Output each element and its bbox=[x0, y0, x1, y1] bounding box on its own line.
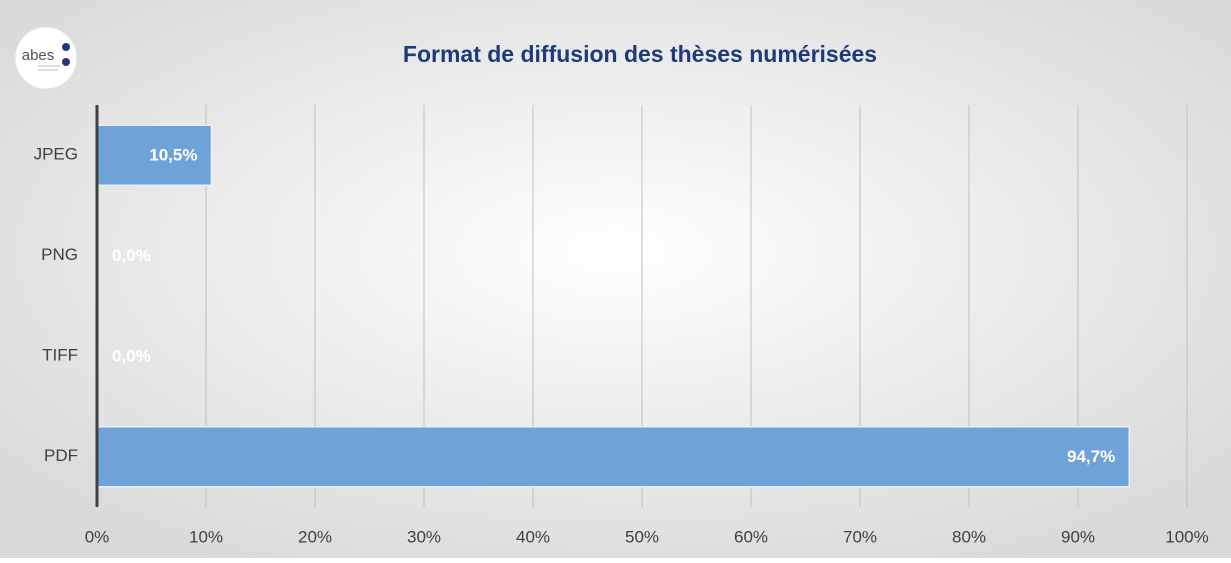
x-tick-label: 20% bbox=[298, 527, 332, 546]
x-tick-label: 10% bbox=[189, 527, 223, 546]
x-tick-label: 80% bbox=[952, 527, 986, 546]
x-tick-label: 90% bbox=[1061, 527, 1095, 546]
logo-text: abes bbox=[22, 47, 55, 64]
bar bbox=[96, 124, 213, 186]
x-tick-label: 70% bbox=[843, 527, 877, 546]
x-tick-label: 30% bbox=[407, 527, 441, 546]
y-tick-label: JPEG bbox=[34, 145, 78, 164]
x-tick-label: 100% bbox=[1165, 527, 1208, 546]
y-tick-label: PDF bbox=[44, 446, 78, 465]
x-tick-label: 50% bbox=[625, 527, 659, 546]
x-tick-label: 60% bbox=[734, 527, 768, 546]
y-tick-label: PNG bbox=[41, 245, 78, 264]
data-label: 0,0% bbox=[112, 347, 151, 366]
data-label: 10,5% bbox=[149, 146, 197, 165]
bar bbox=[96, 426, 1130, 488]
chart-title: Format de diffusion des thèses numérisée… bbox=[403, 41, 877, 67]
x-tick-label: 40% bbox=[516, 527, 550, 546]
y-tick-label: TIFF bbox=[42, 346, 78, 365]
data-label: 0,0% bbox=[112, 246, 151, 265]
data-label: 94,7% bbox=[1067, 447, 1115, 466]
logo: abes bbox=[14, 26, 78, 90]
x-tick-label: 0% bbox=[85, 527, 110, 546]
